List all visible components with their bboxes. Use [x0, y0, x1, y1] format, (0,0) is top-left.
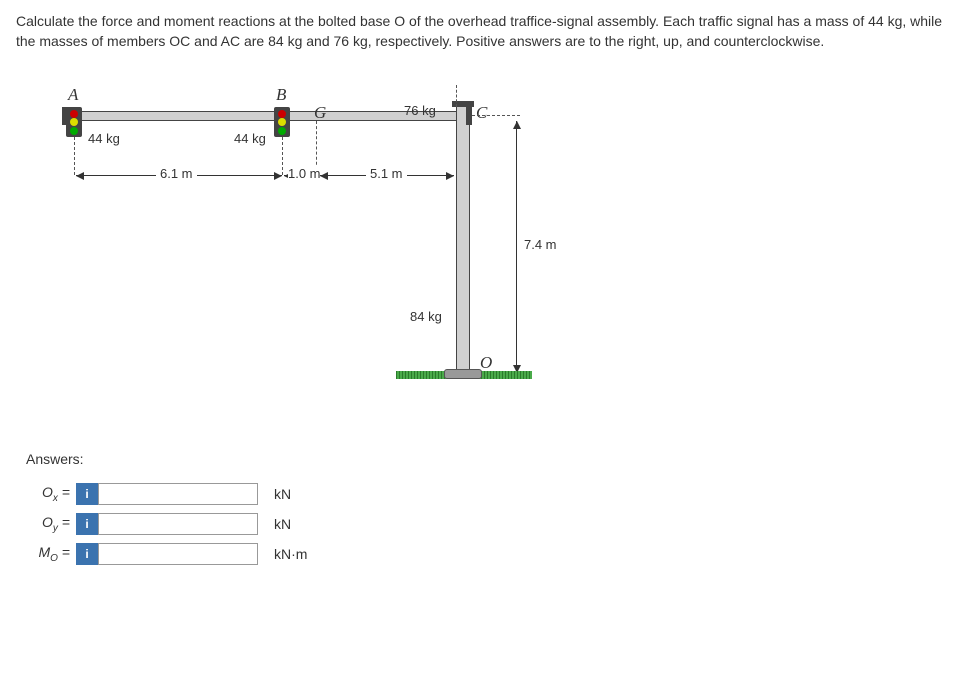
answer-row-ox: Ox = i kN	[26, 483, 945, 505]
oy-input[interactable]	[98, 513, 258, 535]
point-a-label: A	[68, 85, 78, 105]
answer-row-oy: Oy = i kN	[26, 513, 945, 535]
answer-row-mo: MO = i kN·m	[26, 543, 945, 565]
member-oc	[456, 105, 470, 373]
mass-oc: 84 kg	[410, 309, 442, 324]
problem-statement: Calculate the force and moment reactions…	[16, 12, 945, 51]
point-b-label: B	[276, 85, 286, 105]
dim-gc-label: 5.1 m	[366, 166, 407, 181]
diagram: A B G C O 44 kg 44 kg 76 kg 84 kg 6.1 m …	[36, 81, 596, 421]
oy-info-button[interactable]: i	[76, 513, 98, 535]
ox-input[interactable]	[98, 483, 258, 505]
traffic-light-a	[66, 107, 82, 137]
point-c-label: C	[476, 103, 487, 123]
dim-bg-label: 1.0 m	[288, 166, 321, 181]
answers-header: Answers:	[26, 451, 945, 467]
mass-signal-b: 44 kg	[234, 131, 266, 146]
ox-info-button[interactable]: i	[76, 483, 98, 505]
arm-cap-right	[466, 107, 472, 125]
mo-input[interactable]	[98, 543, 258, 565]
mo-unit: kN·m	[274, 546, 307, 562]
dash-signal-a	[74, 137, 75, 175]
dash-signal-b	[282, 137, 283, 175]
tick-c-h	[472, 115, 520, 116]
dim-oc	[516, 121, 517, 373]
ox-unit: kN	[274, 486, 291, 502]
ox-label: Ox =	[26, 484, 70, 504]
mass-ac: 76 kg	[404, 103, 436, 118]
dim-oc-label: 7.4 m	[524, 237, 557, 252]
point-g-label: G	[314, 103, 326, 123]
mo-info-button[interactable]: i	[76, 543, 98, 565]
answers-section: Answers: Ox = i kN Oy = i kN MO = i kN·m	[26, 451, 945, 565]
mass-signal-a: 44 kg	[88, 131, 120, 146]
pole-base	[444, 369, 482, 379]
oy-unit: kN	[274, 516, 291, 532]
mo-label: MO =	[26, 544, 70, 564]
dim-ab-label: 6.1 m	[156, 166, 197, 181]
traffic-light-b	[274, 107, 290, 137]
dash-point-c	[456, 85, 457, 107]
oy-label: Oy =	[26, 514, 70, 534]
